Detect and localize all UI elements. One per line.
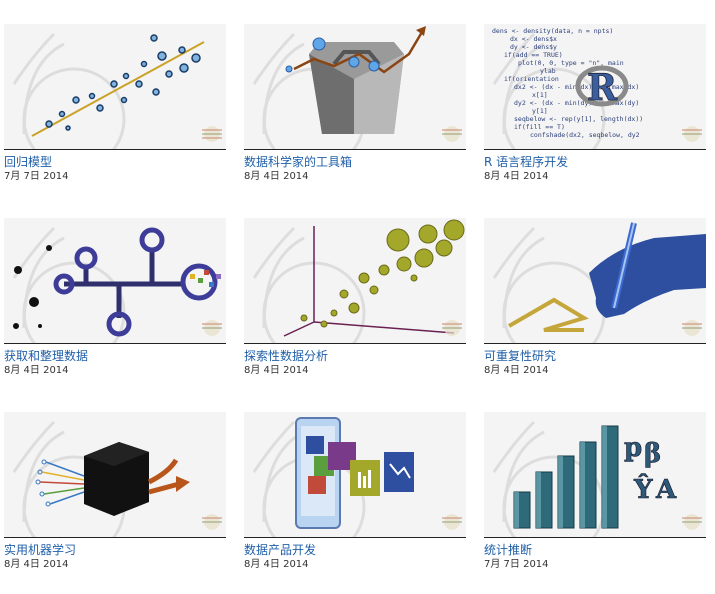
- course-date: 7月 7日 2014: [484, 559, 549, 570]
- code-line: x[1]: [532, 91, 548, 99]
- r-logo-icon: R: [575, 65, 629, 109]
- course-thumbnail[interactable]: [244, 412, 466, 538]
- course-date: 8月 4日 2014: [4, 559, 69, 570]
- course-card-machine-learning[interactable]: 实用机器学习 8月 4日 2014: [4, 412, 226, 571]
- bar-chart-illustration: p βŶ A: [492, 420, 702, 537]
- course-thumbnail[interactable]: dens <- density(data, n = npts) dx <- de…: [484, 24, 706, 150]
- course-card-data-products[interactable]: 数据产品开发 8月 4日 2014: [244, 412, 466, 571]
- data-pipeline-illustration: [12, 226, 222, 343]
- toolbox-illustration: [252, 26, 462, 149]
- course-thumbnail[interactable]: [244, 24, 466, 150]
- course-card-eda[interactable]: 探索性数据分析 8月 4日 2014: [244, 218, 466, 377]
- code-line: dens <- density(data, n = npts): [492, 27, 613, 35]
- course-thumbnail[interactable]: [244, 218, 466, 344]
- course-card-getting-data[interactable]: 获取和整理数据 8月 4日 2014: [4, 218, 226, 377]
- r-code-illustration: dens <- density(data, n = npts) dx <- de…: [492, 27, 702, 149]
- course-title[interactable]: 实用机器学习: [4, 543, 77, 557]
- jhu-logo-icon: [202, 126, 222, 142]
- course-thumbnail[interactable]: [4, 24, 226, 150]
- code-line: if(add == TRUE): [504, 51, 563, 59]
- code-line: dx <- dens$x: [510, 35, 557, 43]
- course-thumbnail[interactable]: [4, 412, 226, 538]
- course-card-regression[interactable]: 回归模型 7月 7日 2014: [4, 24, 226, 183]
- code-line: y[1]: [532, 107, 548, 115]
- course-card-reproducible[interactable]: 可重复性研究 8月 4日 2014: [484, 218, 706, 377]
- code-line: if(fill == T): [514, 123, 565, 131]
- course-title[interactable]: 可重复性研究: [484, 349, 557, 363]
- course-date: 8月 4日 2014: [484, 365, 549, 376]
- course-thumbnail[interactable]: [4, 218, 226, 344]
- black-box-illustration: [12, 420, 222, 537]
- svg-text:β: β: [644, 439, 661, 469]
- regression-scatter-illustration: [12, 32, 222, 149]
- hand-writing-illustration: [492, 222, 706, 343]
- course-date: 7月 7日 2014: [4, 171, 69, 182]
- course-title[interactable]: 统计推断: [484, 543, 533, 557]
- course-title[interactable]: 回归模型: [4, 155, 53, 169]
- code-line: dy <- dens$y: [510, 43, 557, 51]
- course-date: 8月 4日 2014: [244, 171, 309, 182]
- course-date: 8月 4日 2014: [244, 365, 309, 376]
- course-title[interactable]: 数据产品开发: [244, 543, 317, 557]
- course-title[interactable]: R 语言程序开发: [484, 155, 569, 169]
- course-title[interactable]: 数据科学家的工具箱: [244, 155, 353, 169]
- code-line: confshade(dx2, seqbelow, dy2: [530, 131, 640, 139]
- course-date: 8月 4日 2014: [4, 365, 69, 376]
- 3d-bubble-plot-illustration: [252, 219, 465, 343]
- svg-text:p: p: [624, 433, 642, 463]
- course-title[interactable]: 获取和整理数据: [4, 349, 89, 363]
- code-line: dy2 <- (dx - min(dy)) / (max(dy): [514, 99, 639, 107]
- course-thumbnail[interactable]: [484, 218, 706, 344]
- code-line: if(orientation: [504, 75, 559, 83]
- code-line: seqbelow <- rep(y[1], length(dx)): [514, 115, 643, 123]
- code-line: plot(0, 0, type = "n", main: [518, 59, 624, 67]
- course-date: 8月 4日 2014: [484, 171, 549, 182]
- course-card-toolbox[interactable]: 数据科学家的工具箱 8月 4日 2014: [244, 24, 466, 183]
- svg-text:Ŷ: Ŷ: [633, 473, 653, 505]
- svg-text:A: A: [655, 475, 677, 505]
- course-card-r-programming[interactable]: dens <- density(data, n = npts) dx <- de…: [484, 24, 706, 183]
- course-date: 8月 4日 2014: [244, 559, 309, 570]
- course-title[interactable]: 探索性数据分析: [244, 349, 329, 363]
- mobile-apps-illustration: [252, 417, 462, 537]
- code-line: ylab: [540, 67, 556, 75]
- svg-text:R: R: [587, 67, 618, 109]
